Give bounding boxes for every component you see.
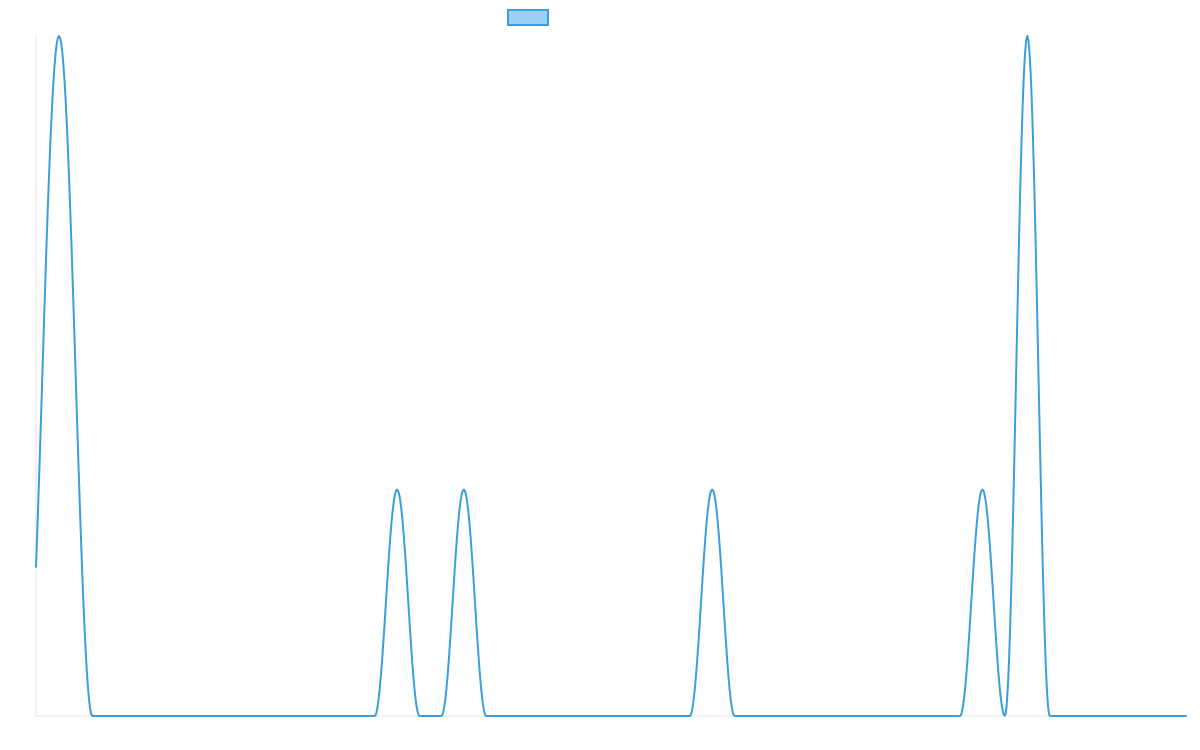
legend[interactable] — [507, 9, 549, 26]
series-layer — [35, 35, 1187, 717]
series-line — [35, 35, 1187, 717]
legend-swatch[interactable] — [507, 9, 549, 26]
